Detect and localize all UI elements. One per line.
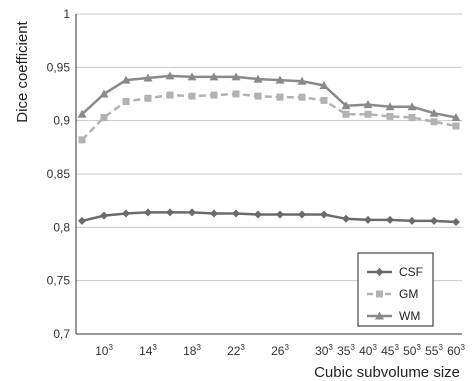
y-tick-labels: 0,7 0,75 0,8 0,85 0,9 0,95 1: [47, 7, 71, 341]
series-line: [81, 211, 457, 224]
data-point: [210, 91, 218, 99]
data-point: [122, 209, 130, 218]
axes: [75, 14, 462, 335]
data-point: [430, 216, 438, 225]
data-series: [77, 71, 461, 226]
x-tick-label: 603: [447, 343, 465, 358]
x-tick-label: 453: [381, 343, 399, 358]
data-point: [100, 113, 108, 121]
data-point: [341, 101, 351, 110]
data-point: [209, 72, 219, 81]
data-point: [319, 80, 329, 89]
legend-label: GM: [399, 287, 418, 301]
data-point: [187, 72, 197, 81]
data-point: [253, 74, 263, 83]
x-tick-label: 353: [337, 343, 355, 358]
data-point: [254, 92, 262, 100]
x-axis-title: Cubic subvolume size: [314, 364, 460, 381]
series-line: [81, 92, 457, 141]
data-point: [429, 108, 439, 117]
data-point: [99, 89, 109, 98]
gridlines: [76, 13, 462, 335]
y-tick-label: 0,7: [53, 327, 70, 341]
data-point: [364, 110, 372, 118]
data-point: [166, 208, 174, 217]
series-gm: [78, 90, 460, 144]
data-point: [166, 91, 174, 99]
x-tick-labels: 103 143 183 223 263 303 353 403 453 503 553 603: [95, 343, 465, 358]
data-point: [122, 97, 130, 105]
y-tick-label: 0,95: [47, 60, 71, 74]
x-tick-label: 263: [271, 343, 289, 358]
legend-item-gm: GM: [367, 287, 418, 301]
legend-item-wm: WM: [367, 309, 420, 323]
legend-label: CSF: [399, 265, 423, 279]
y-axis-title: Dice coefficient: [14, 20, 31, 122]
data-point: [298, 210, 306, 219]
y-tick-label: 0,85: [47, 167, 71, 181]
data-point: [452, 218, 460, 226]
y-tick-label: 0,8: [53, 220, 70, 234]
x-tick-label: 303: [315, 343, 333, 358]
x-tick-label: 223: [227, 343, 245, 358]
data-point: [430, 118, 438, 126]
legend-label: WM: [399, 309, 420, 323]
x-tick-label: 143: [139, 343, 157, 358]
data-point: [407, 102, 417, 111]
data-point: [408, 113, 416, 121]
data-point: [375, 268, 384, 276]
data-point: [276, 93, 284, 101]
legend: CSF GM WM: [357, 252, 434, 327]
data-point: [342, 110, 350, 118]
data-point: [276, 210, 284, 219]
data-point: [386, 112, 394, 120]
data-point: [363, 100, 373, 109]
data-point: [254, 210, 262, 219]
legend-item-csf: CSF: [367, 265, 423, 279]
y-tick-label: 1: [63, 7, 70, 21]
data-point: [165, 71, 175, 80]
data-point: [77, 109, 87, 118]
x-tick-label: 183: [183, 343, 201, 358]
x-tick-label: 403: [359, 343, 377, 358]
data-point: [376, 290, 383, 298]
y-tick-label: 0,9: [53, 114, 70, 128]
x-tick-label: 503: [403, 343, 421, 358]
legend-box: [357, 252, 434, 327]
x-tick-label: 103: [95, 343, 113, 358]
data-point: [232, 209, 240, 218]
data-point: [188, 208, 196, 217]
data-point: [275, 75, 285, 84]
series-csf: [78, 208, 460, 226]
data-point: [452, 122, 460, 130]
data-point: [386, 215, 394, 224]
data-point: [232, 90, 240, 98]
data-point: [188, 92, 196, 100]
data-point: [342, 214, 350, 223]
data-point: [144, 208, 152, 217]
data-point: [408, 216, 416, 225]
data-point: [210, 209, 218, 218]
data-point: [297, 76, 307, 85]
data-point: [451, 112, 461, 121]
y-tick-label: 0,75: [47, 274, 71, 288]
series-line: [81, 74, 457, 119]
data-point: [121, 75, 131, 84]
data-point: [144, 94, 152, 102]
x-tick-label: 553: [425, 343, 443, 358]
data-point: [375, 311, 384, 320]
data-point: [231, 72, 241, 81]
data-point: [78, 136, 86, 144]
data-point: [298, 93, 306, 101]
data-point: [385, 102, 395, 111]
series-wm: [77, 71, 461, 121]
data-point: [320, 210, 328, 219]
data-point: [364, 215, 372, 224]
data-point: [78, 216, 86, 225]
data-point: [143, 73, 153, 82]
data-point: [320, 96, 328, 104]
data-point: [100, 211, 108, 220]
